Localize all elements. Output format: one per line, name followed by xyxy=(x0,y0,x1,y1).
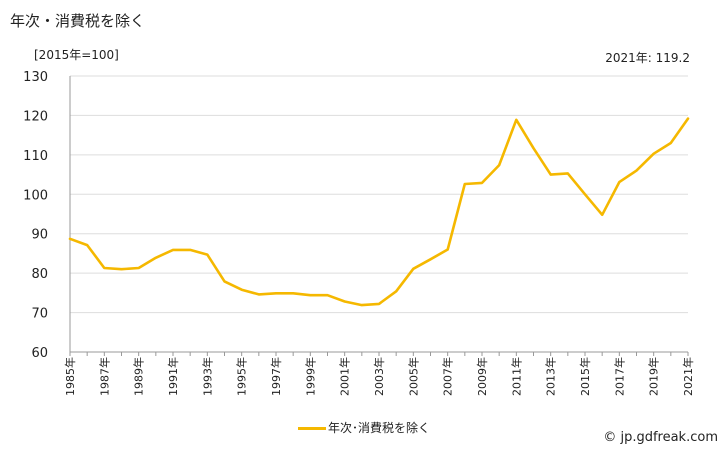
x-tick-label: 2021年 xyxy=(681,357,695,396)
x-tick-label: 2011年 xyxy=(509,357,523,396)
x-tick-label: 2003年 xyxy=(372,357,386,396)
y-tick-labels: 60 70 80 90 100 110 120 130 xyxy=(23,70,48,361)
x-tick-label: 2005年 xyxy=(406,357,420,396)
y-tick-label: 70 xyxy=(31,307,48,322)
series-line xyxy=(68,117,690,307)
y-tick-label: 130 xyxy=(23,70,48,85)
x-tick-label: 1985年 xyxy=(63,357,77,396)
y-tick-label: 90 xyxy=(31,228,48,243)
x-tick-label: 2009年 xyxy=(475,357,489,396)
x-tick-label: 1995年 xyxy=(235,357,249,396)
axes xyxy=(69,76,688,353)
x-tick-label: 1989年 xyxy=(132,357,146,396)
x-tick-labels: 1985年 1987年 1989年 1991年 1993年 1995年 1997年 1999年… xyxy=(63,352,695,396)
series-group xyxy=(68,117,690,307)
x-tick-label: 2007年 xyxy=(441,357,455,396)
x-tick-label: 2015年 xyxy=(578,357,592,396)
x-tick-label: 1999年 xyxy=(303,357,317,396)
y-tick-label: 80 xyxy=(31,267,48,282)
x-tick-label: 1997年 xyxy=(269,357,283,396)
source-credit: © jp.gdfreak.com xyxy=(603,430,718,445)
x-tick-label: 2019年 xyxy=(647,357,661,396)
x-tick-label: 2001年 xyxy=(338,357,352,396)
legend: 年次･消費税を除く xyxy=(0,419,728,436)
legend-entry-label: 年次･消費税を除く xyxy=(327,421,430,435)
x-tick-label: 2017年 xyxy=(612,357,626,396)
y-tick-label: 100 xyxy=(23,188,48,203)
legend-swatch xyxy=(297,427,326,430)
grid-lines xyxy=(70,75,688,314)
x-tick-label: 1993年 xyxy=(200,357,214,396)
y-tick-label: 60 xyxy=(31,346,48,361)
y-tick-label: 120 xyxy=(23,109,48,124)
y-axis-unit-label: [2015年=100] xyxy=(34,48,119,62)
latest-value-note: 2021年: 119.2 xyxy=(605,51,690,65)
x-tick-label: 2013年 xyxy=(544,357,558,396)
page-title: 年次・消費税を除く xyxy=(10,12,146,30)
x-tick-label: 1987年 xyxy=(97,357,111,396)
y-tick-label: 110 xyxy=(23,149,48,164)
x-tick-label: 1991年 xyxy=(166,357,180,396)
